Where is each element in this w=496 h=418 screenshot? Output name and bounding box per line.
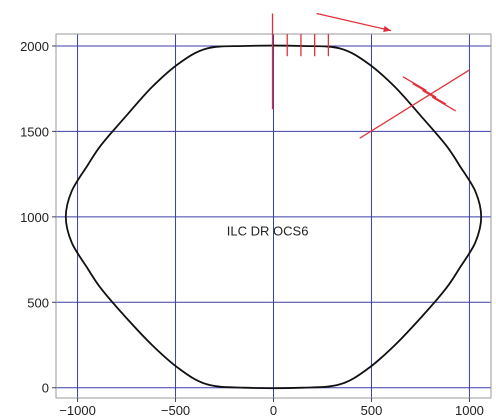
- y-tick-label: 1500: [20, 124, 49, 139]
- y-tick-label: 0: [42, 381, 49, 396]
- markup-diagonal-tick: [412, 82, 437, 98]
- markup-arrow-shaft: [316, 12, 392, 32]
- annotation-markup: [271, 12, 470, 139]
- markup-arrow-head: [383, 25, 392, 32]
- grid: [56, 34, 491, 398]
- axis-ticks: −1000 −500 0 500 1000 0 500 1000 1500 2000: [20, 39, 484, 418]
- ring-series-line: [64, 44, 483, 390]
- y-tick-label: 2000: [20, 39, 49, 54]
- y-tick-label: 1000: [20, 210, 49, 225]
- markup-diagonal-tick: [431, 96, 457, 112]
- markup-diagonal-line: [359, 69, 470, 139]
- x-tick-label: −1000: [59, 403, 96, 418]
- x-tick-label: 0: [270, 403, 277, 418]
- x-tick-label: −500: [161, 403, 190, 418]
- markup-diagonal-tick: [402, 76, 427, 91]
- ring-annotation: ILC DR OCS6: [227, 224, 309, 239]
- y-tick-label: 500: [27, 295, 49, 310]
- markup-diagonal-tick: [422, 89, 447, 105]
- x-tick-label: 1000: [455, 403, 484, 418]
- x-tick-label: 500: [361, 403, 383, 418]
